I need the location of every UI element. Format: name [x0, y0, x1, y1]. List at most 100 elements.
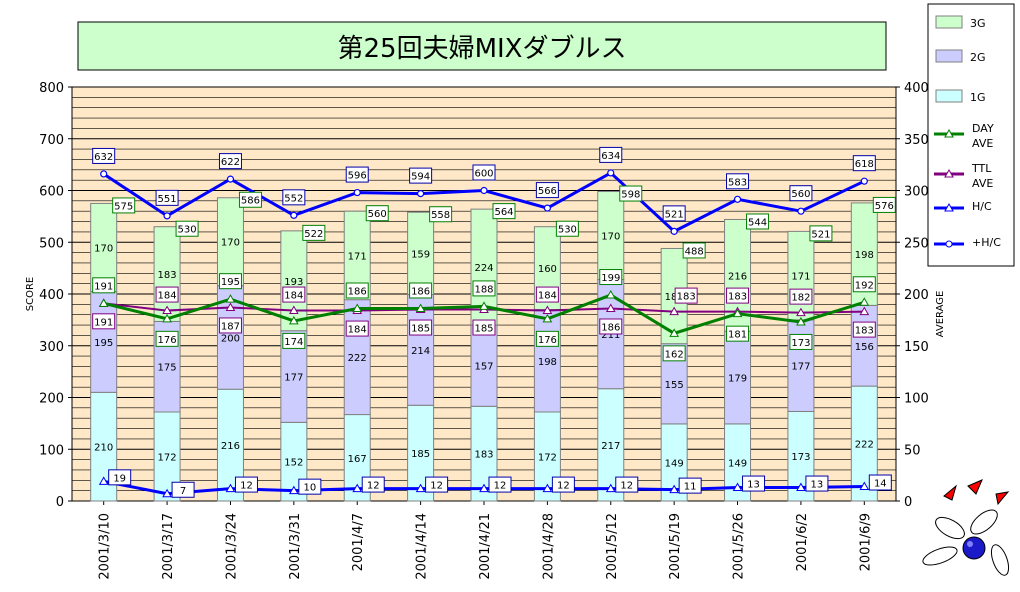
series-point	[542, 483, 553, 493]
series-point	[670, 227, 678, 235]
data-label-box	[409, 167, 433, 184]
series-point	[796, 482, 806, 492]
data-label: 551	[158, 194, 177, 205]
data-label: 173	[791, 338, 810, 349]
y-tick-label: 400	[39, 288, 64, 303]
data-label-box	[599, 269, 623, 286]
bar-segment-3g	[407, 211, 435, 296]
data-label-box	[155, 330, 179, 347]
series-point	[479, 483, 489, 493]
x-tick-label: 2001/5/19	[668, 513, 683, 580]
data-label: 185	[411, 324, 430, 335]
legend-swatch	[935, 89, 963, 103]
series-point	[288, 485, 299, 495]
series-point	[225, 302, 236, 311]
bar-value-label: 222	[855, 440, 874, 451]
bar-value-label: 195	[94, 338, 113, 349]
y2-tick-label: 150	[904, 340, 929, 355]
data-label: 174	[284, 337, 303, 348]
data-label-box	[789, 185, 813, 202]
data-label: 583	[728, 177, 747, 188]
data-label: 530	[558, 225, 577, 236]
data-label-box	[742, 475, 766, 492]
data-label-box	[535, 330, 559, 347]
data-label: 184	[348, 325, 367, 336]
bar-value-label: 170	[94, 243, 113, 254]
x-tick-label: 2001/4/14	[415, 513, 430, 580]
y2-tick-label: 100	[904, 392, 929, 407]
series-point	[415, 303, 426, 312]
series-point	[669, 484, 680, 494]
data-label: 10	[303, 483, 316, 494]
bar-value-label: 217	[601, 441, 620, 452]
x-tick-label: 2001/4/28	[541, 513, 556, 580]
series-point	[605, 290, 616, 299]
x-tick-label: 2001/3/10	[98, 513, 113, 580]
bar-value-label: 175	[158, 363, 177, 374]
x-tick-label: 2001/3/24	[224, 513, 239, 580]
bar-value-label: 170	[601, 232, 620, 243]
bar-value-label: 184	[665, 292, 684, 303]
y2-tick-label: 50	[904, 443, 921, 458]
data-label: 552	[284, 193, 303, 204]
data-label: 530	[178, 225, 197, 236]
data-label: 488	[685, 246, 704, 257]
bar-segment-3g	[280, 230, 308, 332]
x-tick-label: 2001/3/17	[161, 513, 176, 580]
data-label: 187	[221, 321, 240, 332]
data-label-box	[619, 185, 643, 202]
y2-tick-label: 300	[904, 185, 929, 200]
bar-value-label: 167	[348, 454, 367, 465]
series-point	[162, 313, 172, 323]
data-label: 184	[284, 291, 303, 302]
legend-label: 2G	[970, 51, 986, 64]
series-point	[353, 188, 361, 197]
data-label: 560	[791, 189, 810, 200]
data-label: 522	[304, 229, 323, 240]
y-tick-label: 0	[56, 495, 64, 510]
data-label: 184	[538, 291, 557, 302]
data-label-box	[155, 189, 179, 206]
bar-value-label: 183	[158, 270, 177, 281]
series-point	[98, 298, 109, 307]
data-label-box	[868, 474, 892, 491]
data-label-box	[535, 182, 559, 199]
data-label: 564	[494, 207, 513, 218]
series-point	[605, 303, 616, 312]
data-label: 162	[665, 349, 684, 360]
legend-label: TTL AVE	[971, 162, 993, 190]
bar-value-label: 177	[791, 362, 810, 373]
data-label: 576	[875, 201, 894, 212]
data-label-box	[345, 320, 369, 337]
series-point	[859, 306, 870, 316]
x-tick-label: 2001/3/31	[288, 513, 303, 580]
series-point	[100, 170, 108, 178]
data-label-box	[789, 288, 813, 305]
series-point	[543, 204, 551, 212]
data-label: 12	[430, 481, 443, 492]
series-point	[417, 190, 425, 198]
data-label: 586	[241, 196, 260, 207]
bar-value-label: 222	[348, 353, 367, 364]
series-point	[859, 481, 870, 491]
bar-value-label: 198	[538, 357, 557, 368]
data-label-box	[282, 189, 306, 206]
data-label-box	[599, 318, 623, 335]
data-label-box	[488, 476, 512, 493]
series-point	[480, 186, 488, 195]
data-label-box	[175, 220, 199, 237]
bar-value-label: 185	[411, 449, 430, 460]
data-label-box	[361, 476, 385, 493]
data-label-box	[746, 213, 770, 230]
data-label-box	[852, 276, 876, 293]
data-label-box	[615, 476, 639, 493]
data-label: 182	[791, 293, 810, 304]
bar-value-label: 216	[728, 271, 747, 282]
legend-label: +H/C	[972, 236, 1001, 249]
data-label: 14	[874, 479, 887, 490]
series-point	[162, 488, 172, 498]
data-label-box	[678, 477, 702, 494]
data-label: 12	[494, 481, 507, 492]
x-tick-label: 2001/4/7	[351, 513, 366, 571]
data-label: 11	[684, 482, 697, 493]
